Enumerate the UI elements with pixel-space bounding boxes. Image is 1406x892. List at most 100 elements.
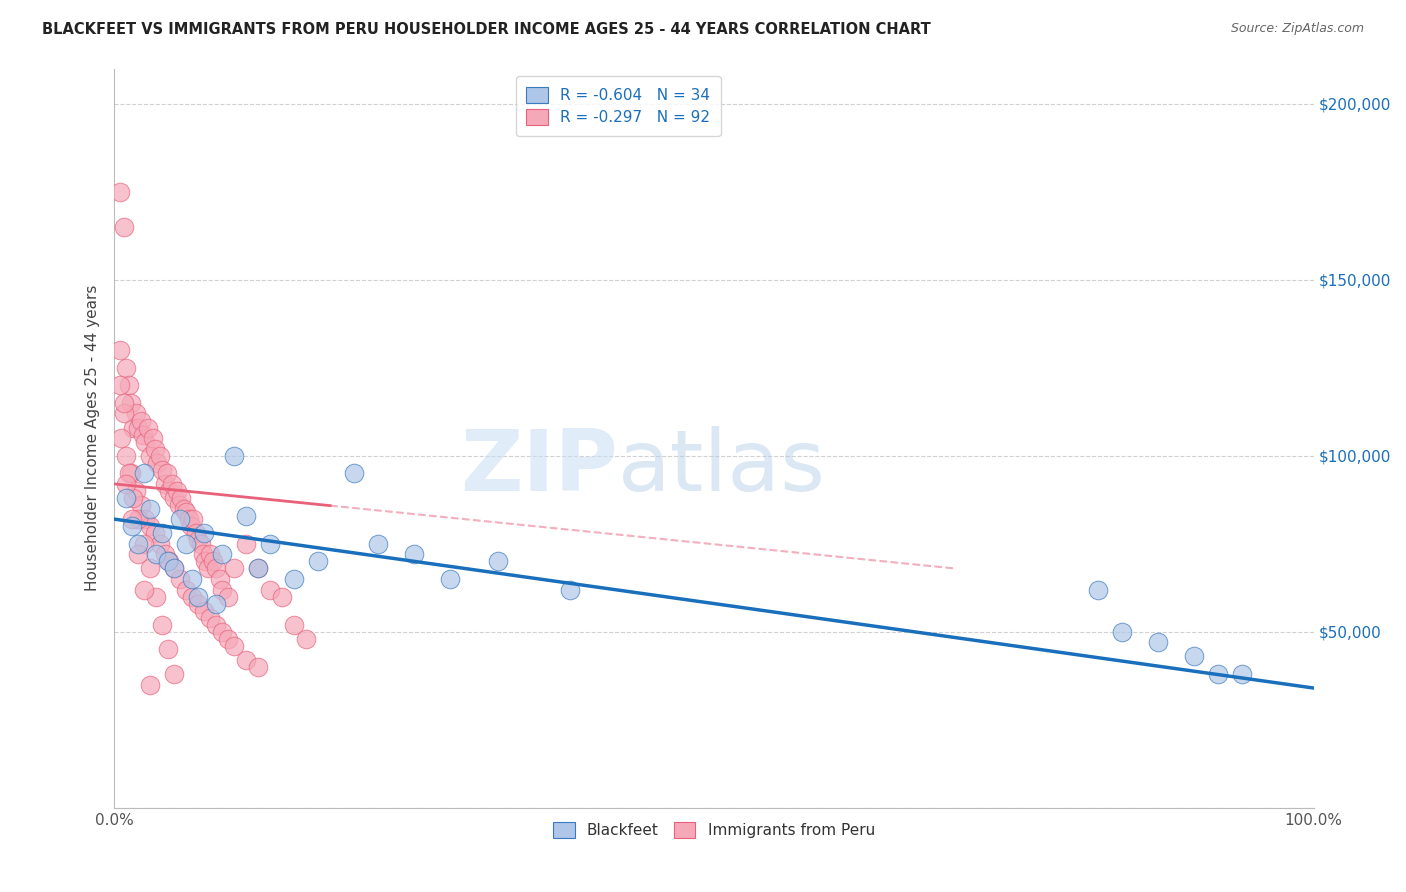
Point: [139, 501, 162, 516]
Point: [112, 396, 135, 410]
Point: [115, 360, 138, 375]
Point: [343, 467, 366, 481]
Point: [187, 597, 209, 611]
Point: [194, 554, 217, 568]
Point: [211, 582, 233, 597]
Point: [121, 519, 143, 533]
Point: [157, 554, 180, 568]
Point: [169, 512, 191, 526]
Point: [134, 434, 156, 449]
Point: [307, 554, 329, 568]
Point: [156, 467, 179, 481]
Point: [112, 219, 135, 234]
Point: [115, 449, 138, 463]
Point: [149, 449, 172, 463]
Text: Source: ZipAtlas.com: Source: ZipAtlas.com: [1230, 22, 1364, 36]
Point: [1087, 582, 1109, 597]
Point: [1182, 649, 1205, 664]
Point: [112, 407, 135, 421]
Point: [145, 547, 167, 561]
Point: [247, 561, 270, 575]
Point: [122, 491, 145, 505]
Point: [187, 533, 209, 548]
Point: [177, 512, 200, 526]
Point: [211, 624, 233, 639]
Point: [146, 456, 169, 470]
Point: [183, 512, 205, 526]
Point: [295, 632, 318, 646]
Point: [127, 420, 149, 434]
Point: [205, 617, 228, 632]
Legend: Blackfeet, Immigrants from Peru: Blackfeet, Immigrants from Peru: [547, 816, 882, 845]
Point: [120, 467, 142, 481]
Point: [120, 396, 142, 410]
Point: [121, 512, 143, 526]
Point: [170, 491, 193, 505]
Point: [134, 582, 156, 597]
Point: [115, 491, 138, 505]
Point: [139, 449, 162, 463]
Point: [224, 449, 246, 463]
Point: [153, 476, 176, 491]
Text: BLACKFEET VS IMMIGRANTS FROM PERU HOUSEHOLDER INCOME AGES 25 - 44 YEARS CORRELAT: BLACKFEET VS IMMIGRANTS FROM PERU HOUSEH…: [42, 22, 931, 37]
Point: [122, 420, 145, 434]
Point: [134, 467, 156, 481]
Point: [198, 610, 221, 624]
Point: [367, 537, 389, 551]
Point: [211, 547, 233, 561]
Point: [166, 483, 188, 498]
Point: [115, 476, 138, 491]
Point: [157, 483, 180, 498]
Point: [145, 590, 167, 604]
Text: ZIP: ZIP: [460, 426, 619, 509]
Point: [163, 561, 186, 575]
Point: [1111, 624, 1133, 639]
Point: [150, 617, 173, 632]
Point: [136, 420, 159, 434]
Point: [169, 572, 191, 586]
Point: [127, 512, 149, 526]
Point: [108, 185, 131, 199]
Point: [163, 561, 186, 575]
Point: [157, 554, 180, 568]
Point: [110, 431, 132, 445]
Point: [187, 590, 209, 604]
Point: [142, 431, 165, 445]
Point: [208, 572, 231, 586]
Point: [134, 512, 156, 526]
Point: [127, 537, 149, 551]
Point: [150, 526, 173, 541]
Point: [404, 547, 426, 561]
Text: atlas: atlas: [619, 426, 825, 509]
Point: [129, 413, 152, 427]
Point: [224, 639, 246, 653]
Point: [193, 604, 215, 618]
Point: [117, 378, 139, 392]
Point: [191, 547, 214, 561]
Point: [181, 590, 204, 604]
Point: [127, 547, 149, 561]
Point: [235, 508, 257, 523]
Point: [201, 554, 224, 568]
Point: [283, 572, 305, 586]
Point: [174, 537, 197, 551]
Point: [1206, 667, 1229, 681]
Point: [150, 463, 173, 477]
Point: [283, 617, 305, 632]
Point: [139, 519, 162, 533]
Point: [129, 498, 152, 512]
Point: [235, 653, 257, 667]
Point: [198, 547, 221, 561]
Point: [217, 632, 239, 646]
Point: [259, 582, 281, 597]
Point: [153, 547, 176, 561]
Point: [139, 677, 162, 691]
Point: [235, 537, 257, 551]
Point: [247, 561, 270, 575]
Point: [174, 582, 197, 597]
Point: [259, 537, 281, 551]
Point: [143, 442, 166, 456]
Point: [197, 561, 219, 575]
Point: [1230, 667, 1253, 681]
Point: [180, 519, 202, 533]
